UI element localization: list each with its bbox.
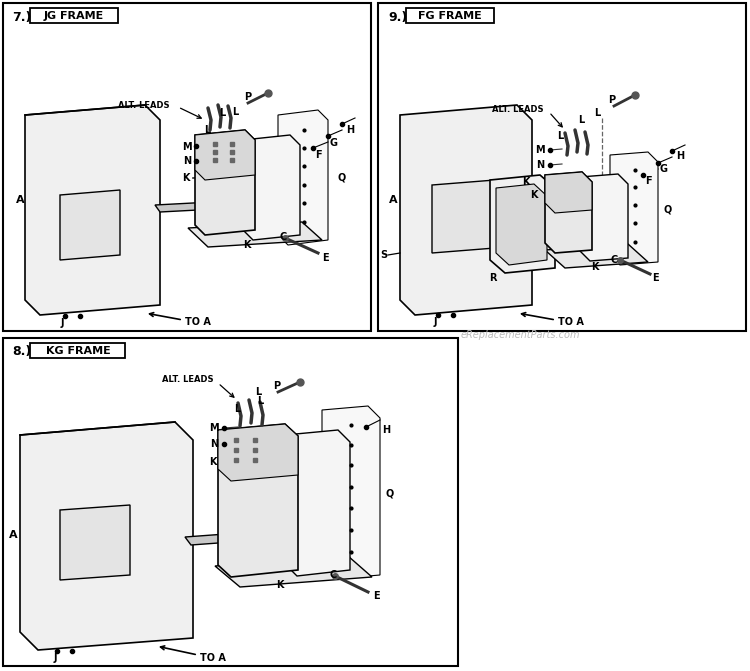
Text: A: A <box>388 195 398 205</box>
Text: F: F <box>645 176 651 186</box>
Text: H: H <box>382 425 390 435</box>
Text: TO A: TO A <box>558 317 584 327</box>
Text: E: E <box>373 591 380 601</box>
Text: N: N <box>536 160 544 170</box>
Bar <box>378 3 746 331</box>
Text: A: A <box>9 530 17 540</box>
Text: J: J <box>60 318 64 328</box>
Text: L: L <box>594 108 600 118</box>
Polygon shape <box>496 184 547 265</box>
Text: KG FRAME: KG FRAME <box>46 346 110 356</box>
Polygon shape <box>218 424 298 577</box>
Text: L: L <box>204 125 210 135</box>
Text: K: K <box>530 190 538 200</box>
Bar <box>3 338 458 666</box>
Polygon shape <box>400 105 532 315</box>
Text: L: L <box>578 115 584 125</box>
Polygon shape <box>545 172 592 213</box>
Text: S: S <box>380 250 387 260</box>
Text: J: J <box>433 317 436 327</box>
Text: M: M <box>209 423 219 433</box>
Text: 7.): 7.) <box>12 11 32 23</box>
Bar <box>30 8 118 23</box>
Text: M: M <box>182 142 192 152</box>
Polygon shape <box>243 135 300 240</box>
Text: L: L <box>556 131 563 141</box>
Text: P: P <box>608 95 616 105</box>
Polygon shape <box>490 175 555 273</box>
Polygon shape <box>185 528 314 545</box>
Polygon shape <box>60 190 120 260</box>
Polygon shape <box>432 180 495 253</box>
Text: M: M <box>536 145 545 155</box>
Text: K: K <box>591 262 598 272</box>
Polygon shape <box>322 406 380 579</box>
Text: K: K <box>243 240 250 250</box>
Text: K: K <box>182 173 190 183</box>
Text: L: L <box>256 396 263 406</box>
Text: J: J <box>53 653 57 663</box>
Text: Q: Q <box>338 173 346 183</box>
Polygon shape <box>195 130 255 180</box>
Bar <box>30 343 125 358</box>
Polygon shape <box>545 244 648 268</box>
Text: ALT. LEADS: ALT. LEADS <box>491 105 543 115</box>
Text: E: E <box>652 273 658 283</box>
Text: K: K <box>276 580 284 590</box>
Polygon shape <box>195 130 255 235</box>
Polygon shape <box>580 174 628 261</box>
Text: N: N <box>210 439 218 449</box>
Polygon shape <box>60 505 130 580</box>
Text: FG FRAME: FG FRAME <box>419 11 482 21</box>
Text: H: H <box>346 125 354 135</box>
Text: G: G <box>330 138 338 148</box>
Text: E: E <box>322 253 328 263</box>
Text: ALT. LEADS: ALT. LEADS <box>118 101 170 109</box>
Text: R: R <box>489 273 496 283</box>
Text: F: F <box>315 150 321 160</box>
Polygon shape <box>278 110 328 245</box>
Text: G: G <box>659 164 667 174</box>
Bar <box>3 3 371 331</box>
Text: eReplacementParts.com: eReplacementParts.com <box>460 330 580 340</box>
Text: N: N <box>183 156 191 166</box>
Polygon shape <box>610 152 658 265</box>
Text: C: C <box>279 232 286 242</box>
Polygon shape <box>20 422 193 650</box>
Polygon shape <box>188 222 322 247</box>
Text: L: L <box>255 387 261 397</box>
Polygon shape <box>25 105 160 315</box>
Polygon shape <box>545 172 592 253</box>
Text: H: H <box>676 151 684 161</box>
Polygon shape <box>215 556 372 587</box>
Polygon shape <box>285 430 350 576</box>
Text: TO A: TO A <box>185 317 211 327</box>
Text: L: L <box>232 107 238 117</box>
Text: P: P <box>244 92 251 102</box>
Text: A: A <box>16 195 24 205</box>
Text: Q: Q <box>386 488 394 498</box>
Text: JG FRAME: JG FRAME <box>44 11 104 21</box>
Text: C: C <box>329 570 337 580</box>
Text: L: L <box>219 108 225 118</box>
Text: C: C <box>610 255 618 265</box>
Text: TO A: TO A <box>200 653 226 663</box>
Text: P: P <box>274 381 280 391</box>
Text: K: K <box>523 177 530 187</box>
Text: L: L <box>234 404 240 414</box>
Text: 9.): 9.) <box>388 11 407 23</box>
Bar <box>406 8 494 23</box>
Polygon shape <box>155 200 255 212</box>
Polygon shape <box>218 424 298 481</box>
Text: Q: Q <box>664 205 672 215</box>
Text: ALT. LEADS: ALT. LEADS <box>161 376 213 384</box>
Text: K: K <box>209 457 217 467</box>
Text: 8.): 8.) <box>12 346 32 358</box>
